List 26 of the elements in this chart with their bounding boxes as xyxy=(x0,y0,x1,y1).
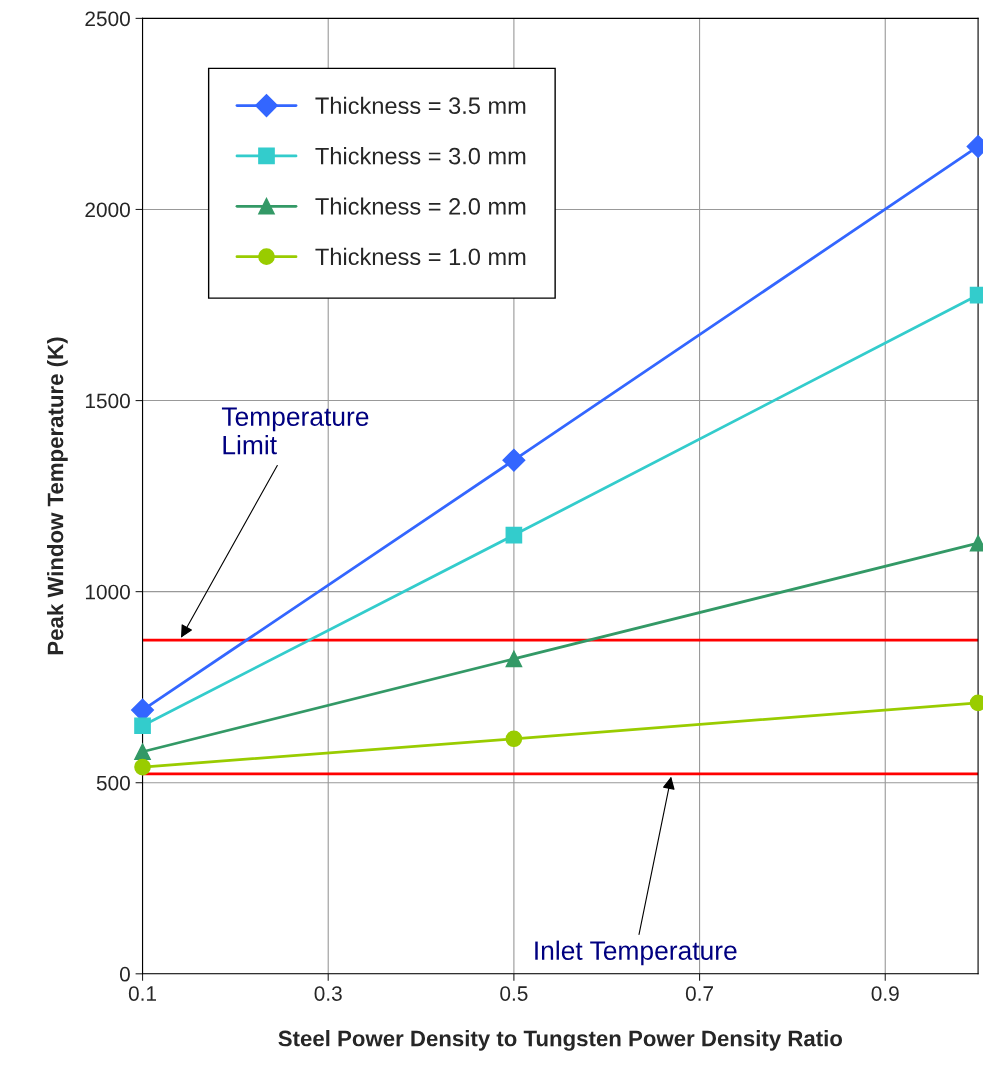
y-tick-label: 2000 xyxy=(85,202,130,218)
legend-label: Thickness = 1.0 mm xyxy=(315,247,526,266)
point xyxy=(134,758,151,776)
y-tick-label: 1000 xyxy=(85,584,130,600)
point xyxy=(502,448,526,472)
y-tick-label: 2500 xyxy=(85,11,130,27)
x-tick-label: 0.9 xyxy=(871,986,899,1001)
x-axis-title: Steel Power Density to Tungsten Power Density Ratio xyxy=(278,1030,843,1051)
y-tick-label: 0 xyxy=(119,966,130,982)
point xyxy=(134,743,151,761)
point xyxy=(505,730,523,748)
x-tick-label: 0.7 xyxy=(685,986,713,1001)
point xyxy=(134,717,151,735)
legend-label: Thickness = 3.0 mm xyxy=(315,147,526,165)
y-tick-label: 500 xyxy=(96,775,130,791)
x-tick-label: 0.1 xyxy=(128,986,156,1001)
legend-label: Thickness = 3.5 mm xyxy=(315,96,526,115)
x-tick-label: 0.5 xyxy=(500,986,528,1001)
point xyxy=(505,526,523,544)
y-axis-title: Peak Window Temperature (K) xyxy=(47,337,68,655)
legend-label: Thickness = 2.0 mm xyxy=(315,197,526,215)
x-tick-label: 0.3 xyxy=(314,986,342,1001)
point xyxy=(505,650,523,668)
y-tick-label: 1500 xyxy=(85,393,130,409)
annotation: Inlet Temperature xyxy=(535,940,737,966)
annotation: Temperature Limit xyxy=(221,407,369,455)
